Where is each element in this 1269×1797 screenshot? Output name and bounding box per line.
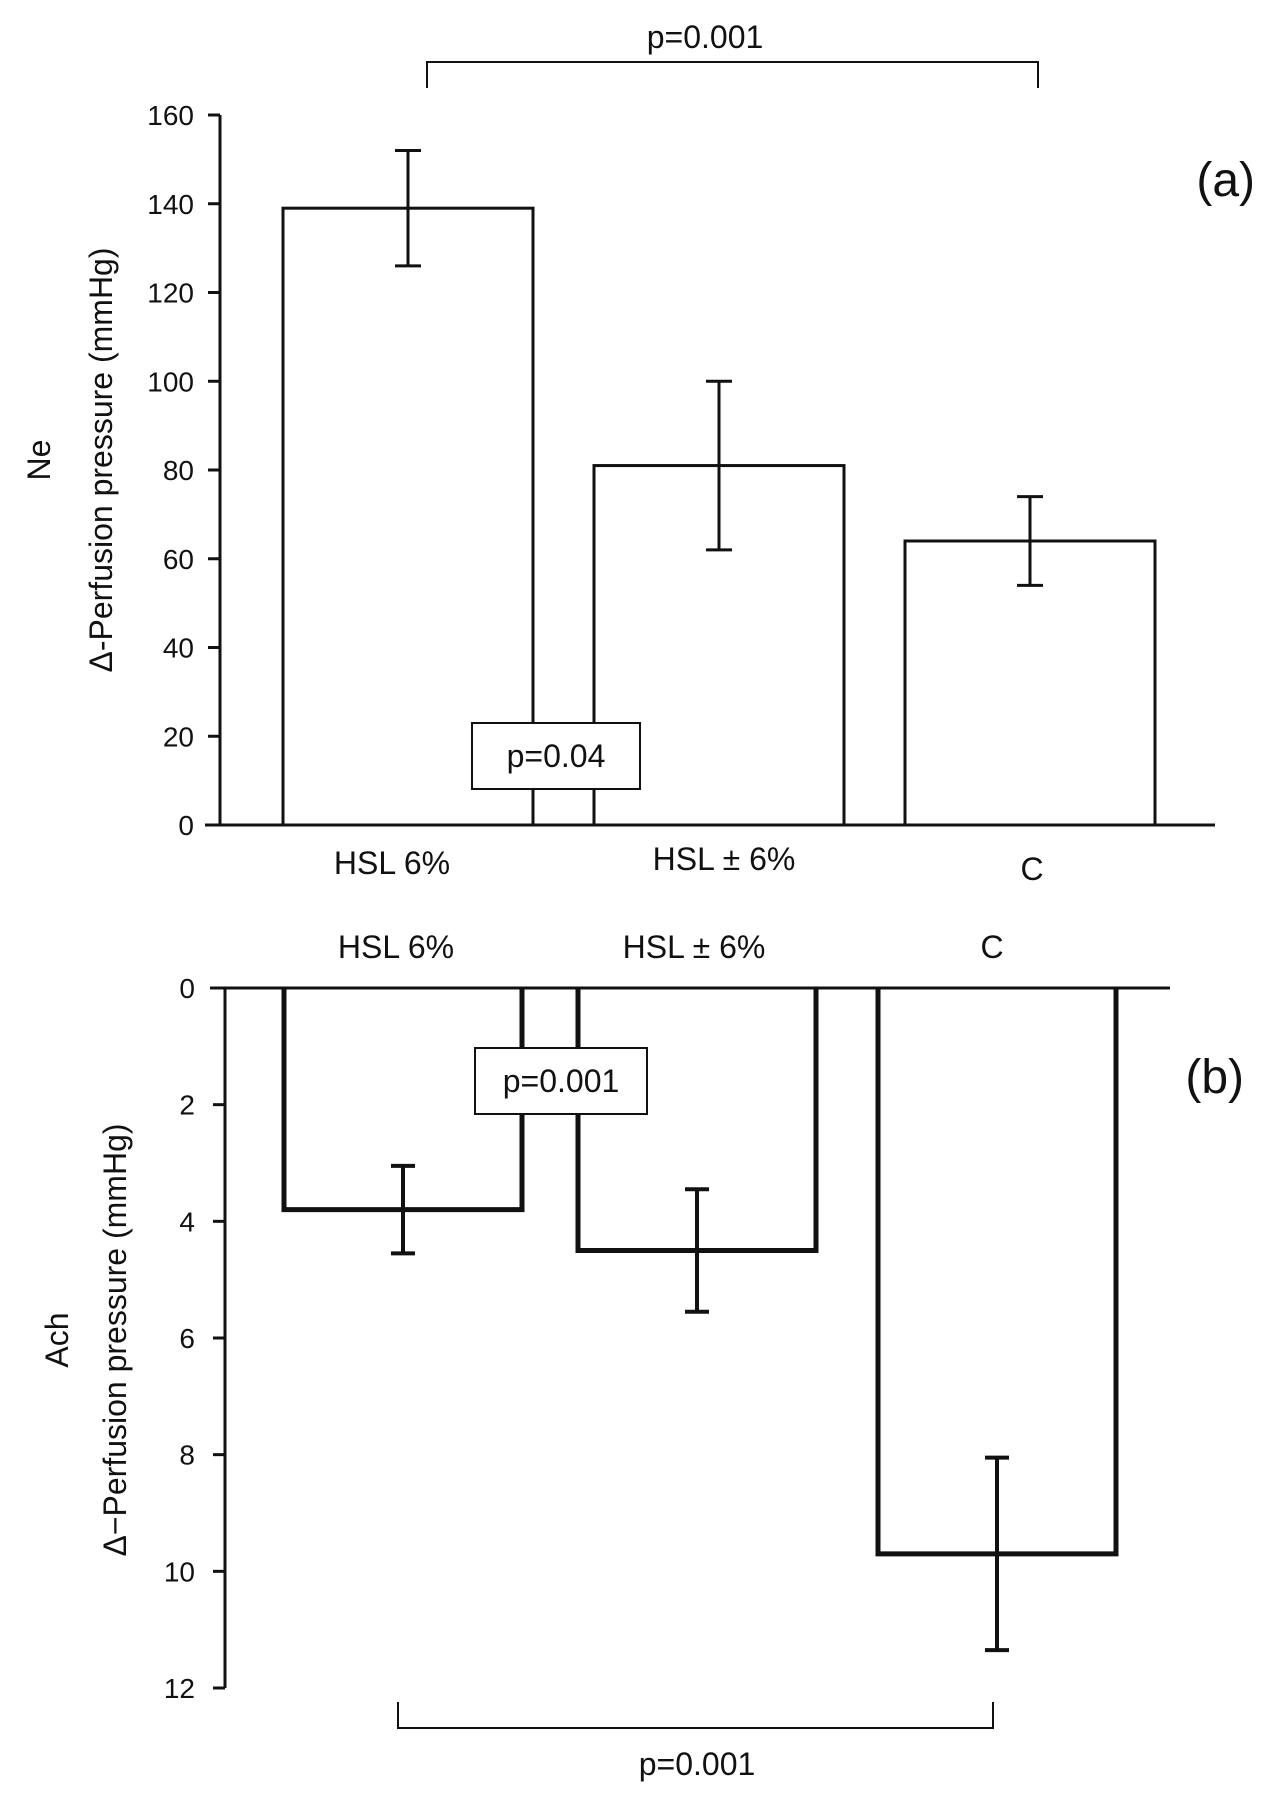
panel-a-bracket-label: p=0.001 [647, 19, 764, 55]
panel-a-category-label: HSL ± 6% [653, 841, 796, 877]
panel-a-y-tick-label: 40 [163, 633, 194, 664]
panel-b-ylabel-top: Ach [39, 1312, 75, 1367]
panel-a-ylabel-top: Ne [21, 440, 57, 481]
panel-b-pvalue-label: p=0.001 [503, 1063, 620, 1099]
panel-b-y-tick-label: 0 [179, 973, 195, 1004]
panel-a-y-tick-label: 60 [163, 544, 194, 575]
panel-b-category-label: C [980, 929, 1003, 965]
panel-a-y-tick-label: 140 [147, 189, 194, 220]
panel-a-y-tick-label: 100 [147, 366, 194, 397]
panel-a-bar [903, 539, 1157, 827]
panel-a-pvalue-box [471, 722, 641, 790]
panel-a-pvalue-label: p=0.04 [507, 738, 606, 774]
panel-b-y-tick-label: 8 [179, 1440, 195, 1471]
panel-b-y-tick-label: 2 [179, 1090, 195, 1121]
panel-b-bracket-label: p=0.001 [639, 1746, 756, 1782]
panel-a-bracket [426, 61, 1039, 88]
panel-b-pvalue-box [474, 1047, 648, 1115]
panel-a-ylabel: Δ-Perfusion pressure (mmHg) [83, 247, 119, 672]
panel-a-y-tick-label: 0 [178, 810, 194, 841]
panel-b-category-label: HSL 6% [338, 929, 454, 965]
panel-a-y-tick-label: 120 [147, 278, 194, 309]
panel-a-y-tick-label: 20 [163, 721, 194, 752]
panel-b-y-tick-label: 12 [164, 1673, 195, 1704]
panel-b-bracket [397, 1702, 994, 1729]
panel-b-y-tick-label: 6 [179, 1323, 195, 1354]
panel-b-label: (b) [1185, 1051, 1244, 1104]
panel-a: 0 20 40 60 80 100 120 140 160 HSL 6% HSL ± 6% C Ne… [21, 19, 1255, 887]
panel-a-category-label: HSL 6% [334, 845, 450, 881]
panel-b-ylabel: Δ−Perfusion pressure (mmHg) [97, 1123, 133, 1556]
panel-a-category-label: C [1020, 851, 1043, 887]
panel-b-category-label: HSL ± 6% [623, 929, 766, 965]
panel-b-y-tick-label: 4 [179, 1206, 195, 1237]
panel-a-y-tick-label: 160 [147, 100, 194, 131]
panel-b-y-tick-label: 10 [164, 1556, 195, 1587]
panel-b: 0 2 4 6 8 10 12 HSL 6% HSL ± 6% C Ach Δ−Perfusio… [39, 929, 1244, 1782]
panel-a-y-tick-label: 80 [163, 455, 194, 486]
panel-a-label: (a) [1196, 154, 1255, 207]
